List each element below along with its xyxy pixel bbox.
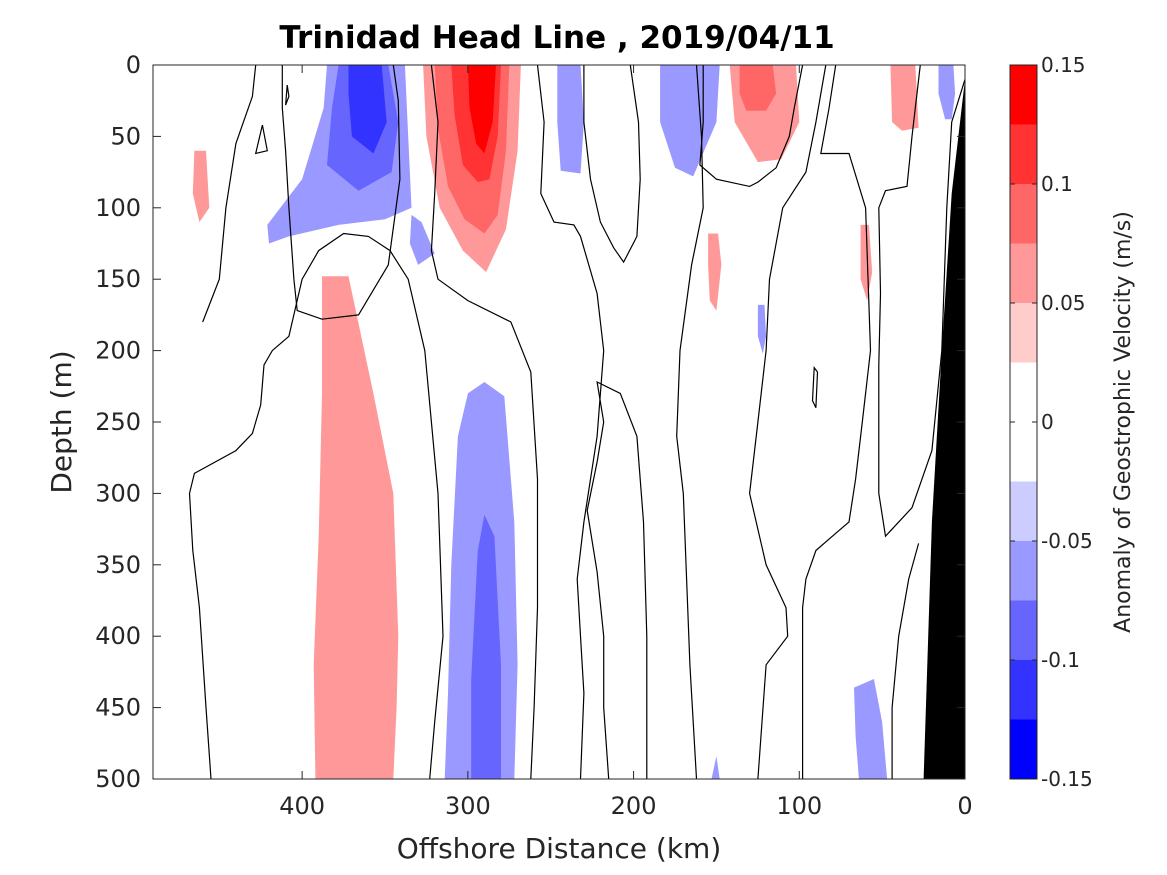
colorbar-swatch-0 bbox=[1010, 65, 1037, 125]
colorbar-tick-label-0: 0.15 bbox=[1041, 53, 1086, 77]
filled-region-6 bbox=[467, 65, 496, 154]
plot-area bbox=[153, 65, 965, 779]
colorbar-swatch-7 bbox=[1010, 481, 1037, 541]
x-axis-label: Offshore Distance (km) bbox=[397, 832, 722, 865]
contour-lines bbox=[188, 65, 965, 779]
filled-region-2 bbox=[348, 65, 387, 154]
colorbar-tick-label-6: -0.15 bbox=[1041, 767, 1093, 791]
bathymetry-mask bbox=[923, 79, 965, 779]
colorbar-swatch-10 bbox=[1010, 660, 1037, 720]
x-tick-label-1: 300 bbox=[445, 792, 491, 820]
contour-line-14 bbox=[285, 84, 290, 106]
contour-line-5 bbox=[586, 380, 648, 779]
y-tick-label-7: 350 bbox=[95, 551, 141, 579]
filled-region-17 bbox=[708, 233, 722, 311]
contour-line-2 bbox=[281, 65, 401, 320]
contour-line-8 bbox=[699, 65, 804, 188]
y-tick-label-5: 250 bbox=[95, 408, 141, 436]
filled-region-20 bbox=[409, 214, 435, 265]
x-tick-label-4: 0 bbox=[957, 792, 972, 820]
colorbar-swatch-2 bbox=[1010, 184, 1037, 244]
filled-region-14 bbox=[890, 65, 919, 131]
x-axis-ticks: 400 300 200 100 0 bbox=[279, 65, 973, 820]
filled-region-16 bbox=[192, 150, 210, 223]
colorbar: 0.15 0.1 0.05 0 -0.05 -0.1 -0.15 bbox=[1009, 53, 1093, 791]
colorbar-swatch-3 bbox=[1010, 243, 1037, 303]
filled-contours bbox=[192, 65, 956, 779]
filled-region-19 bbox=[757, 304, 767, 354]
contour-line-3 bbox=[430, 65, 539, 779]
y-tick-label-9: 450 bbox=[95, 694, 141, 722]
colorbar-label: Anomaly of Geostrophic Velocity (m/s) bbox=[1111, 211, 1136, 633]
filled-region-13 bbox=[739, 65, 777, 111]
contour-line-15 bbox=[254, 124, 268, 155]
y-tick-label-3: 150 bbox=[95, 265, 141, 293]
filled-region-22 bbox=[711, 756, 720, 779]
filled-region-18 bbox=[860, 224, 873, 301]
filled-region-9 bbox=[471, 514, 501, 779]
filled-region-10 bbox=[557, 65, 584, 174]
colorbar-swatch-5 bbox=[1010, 362, 1037, 422]
contour-line-4 bbox=[536, 65, 605, 779]
colorbar-swatch-4 bbox=[1010, 303, 1037, 363]
filled-region-15 bbox=[938, 65, 956, 120]
colorbar-tick-label-4: -0.05 bbox=[1041, 529, 1093, 553]
colorbar-swatch-8 bbox=[1010, 541, 1037, 601]
bathymetry bbox=[923, 79, 965, 779]
x-tick-label-2: 200 bbox=[611, 792, 657, 820]
colorbar-swatch-1 bbox=[1010, 124, 1037, 184]
y-axis-ticks: 0 50 100 150 200 250 300 350 400 450 500 bbox=[95, 51, 965, 793]
chart-title: Trinidad Head Line , 2019/04/11 bbox=[279, 20, 834, 56]
y-tick-label-8: 400 bbox=[95, 622, 141, 650]
filled-region-11 bbox=[660, 65, 720, 177]
colorbar-tick-label-2: 0.05 bbox=[1041, 291, 1086, 315]
contour-line-0 bbox=[188, 232, 444, 779]
y-tick-label-1: 50 bbox=[110, 122, 141, 150]
contour-line-6 bbox=[583, 65, 641, 264]
colorbar-tick-label-1: 0.1 bbox=[1041, 172, 1073, 196]
contour-line-9 bbox=[748, 65, 827, 779]
y-tick-label-10: 500 bbox=[95, 765, 141, 793]
contour-line-7 bbox=[676, 65, 704, 779]
contour-line-11 bbox=[878, 65, 965, 538]
y-axis-label: Depth (m) bbox=[45, 350, 78, 493]
contour-line-1 bbox=[202, 65, 257, 323]
colorbar-tick-label-5: -0.1 bbox=[1041, 648, 1080, 672]
filled-region-21 bbox=[854, 679, 888, 779]
y-tick-label-4: 200 bbox=[95, 337, 141, 365]
colorbar-swatch-6 bbox=[1010, 422, 1037, 482]
contour-line-12 bbox=[891, 543, 920, 779]
colorbar-swatch-9 bbox=[1010, 600, 1037, 660]
contour-line-13 bbox=[811, 366, 819, 408]
contour-line-10 bbox=[801, 65, 872, 779]
x-tick-label-3: 100 bbox=[776, 792, 822, 820]
colorbar-swatch-11 bbox=[1010, 719, 1037, 779]
x-tick-label-0: 400 bbox=[279, 792, 325, 820]
y-tick-label-2: 100 bbox=[95, 194, 141, 222]
y-tick-label-6: 300 bbox=[95, 479, 141, 507]
plot-background bbox=[153, 65, 965, 779]
colorbar-tick-label-3: 0 bbox=[1041, 410, 1054, 434]
filled-region-7 bbox=[313, 276, 399, 779]
y-tick-label-0: 0 bbox=[126, 51, 141, 79]
